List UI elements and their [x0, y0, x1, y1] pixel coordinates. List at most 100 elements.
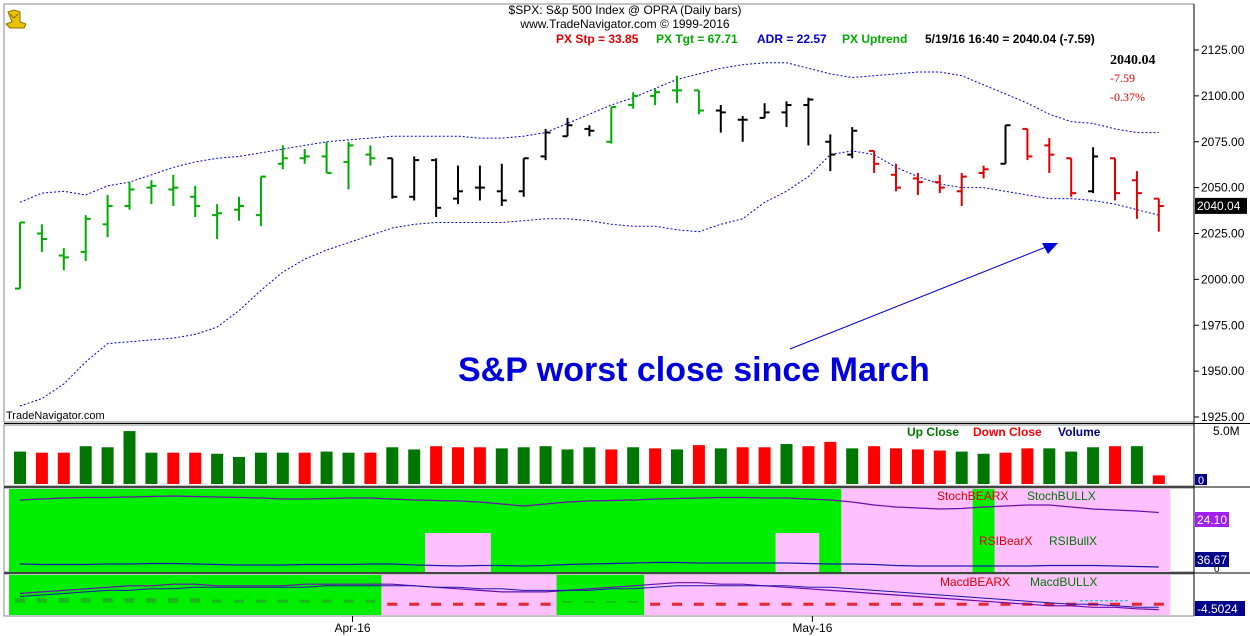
stoch-bg-cell: [512, 489, 536, 572]
macd-bg-cell: [994, 575, 1017, 615]
stoch-bg-cell: [797, 489, 820, 533]
macd-hist-bar: [1153, 602, 1164, 606]
stoch-bg-cell: [140, 489, 163, 572]
macd-hist-bar: [190, 598, 201, 603]
macd-hist-bar: [365, 599, 376, 603]
price-bars: [15, 75, 1164, 290]
macd-hist-bar: [102, 598, 113, 603]
macd-hist-bar: [650, 602, 661, 606]
stoch-legend-bear: StochBEARX: [937, 489, 1008, 503]
stoch-bg-cell: [447, 489, 470, 533]
macd-bg-cell: [425, 575, 448, 615]
macd-hist-bar: [277, 599, 288, 603]
stoch-bg-cell: [403, 489, 426, 533]
price-axis: 1925.00 1950.00 1975.00 2000.00 2025.00 2050.…: [1194, 43, 1245, 424]
ohlc-bar: [124, 182, 135, 210]
stoch-bg-cell: [381, 489, 404, 533]
volume-bar: [1021, 448, 1034, 484]
macd-bg-cell: [1060, 575, 1083, 615]
macd-bg-cell: [600, 575, 623, 615]
macd-bg-cell: [381, 575, 404, 615]
macd-hist-bar: [869, 602, 880, 606]
macd-signal-line: [19, 585, 1159, 608]
volume-legend-item: Up Close: [907, 425, 959, 439]
quote-last: 2040.04: [1110, 53, 1156, 68]
volume-bar: [977, 453, 990, 484]
rsi-value-box: [1195, 552, 1229, 567]
macd-bg-cell: [337, 575, 360, 615]
x-tick-label: Apr-16: [334, 621, 370, 635]
macd-hist-bar: [1044, 602, 1055, 606]
volume-bar: [1043, 448, 1056, 484]
stoch-bg-cell: [74, 489, 98, 572]
volume-bar: [233, 457, 245, 484]
volume-bar: [276, 452, 289, 484]
stoch-bg-cell: [381, 533, 404, 572]
ohlc-bar: [234, 196, 244, 221]
volume-bar: [211, 453, 224, 484]
volume-zero-box: [1195, 474, 1207, 485]
macd-bg-cell: [184, 575, 207, 615]
macd-axis: -4.5024: [1195, 601, 1245, 616]
stoch-bg-cell: [315, 489, 339, 572]
ohlc-bar: [146, 180, 157, 205]
macd-hist-bar: [759, 602, 770, 606]
volume-bar: [714, 448, 727, 484]
macd-hist-bar: [912, 602, 923, 606]
ohlc-bar: [803, 97, 814, 146]
stat-px-stop: PX Stp = 33.85: [556, 32, 639, 46]
volume-bar: [298, 452, 311, 484]
stoch-bg-cell: [600, 489, 623, 572]
ohlc-bar: [540, 128, 551, 161]
upper-band-line: [19, 62, 1159, 203]
stoch-bg-cell: [447, 533, 470, 572]
stat-trend: PX Uptrend: [842, 32, 907, 46]
ohlc-bar: [912, 172, 923, 195]
volume-bar: [14, 451, 26, 484]
macd-hist-bar: [978, 602, 989, 606]
volume-bar: [35, 452, 48, 484]
ohlc-bar: [1110, 157, 1120, 201]
macd-bg-cell: [490, 575, 514, 615]
volume-axis: 5.0M 0: [1195, 424, 1240, 487]
stoch-bg-cell: [775, 533, 798, 572]
stoch-rsi-legend: StochBEARX StochBULLX RSIBearX RSIBullX: [937, 489, 1097, 548]
macd-bg-cell: [578, 575, 601, 615]
volume-bar: [561, 449, 574, 484]
volume-bar: [605, 449, 618, 484]
stoch-line: [19, 495, 1159, 514]
stoch-bg-cell: [359, 489, 382, 572]
ohlc-bar: [891, 163, 901, 192]
stoch-bg-cell: [819, 489, 842, 533]
macd-bg-cell: [644, 575, 667, 615]
ohlc-bar: [934, 174, 945, 194]
macd-bg-cell: [1147, 575, 1171, 615]
price-bands: [19, 62, 1159, 407]
ohlc-bar: [255, 175, 266, 227]
macd-hist-bar: [891, 602, 901, 606]
macd-bg-cell: [96, 575, 120, 615]
ohlc-bar: [474, 165, 485, 201]
x-tick-label: May-16: [792, 621, 832, 635]
macd-bg-cell: [687, 575, 711, 615]
rsi-value: 36.67: [1197, 553, 1227, 567]
stoch-bg-cell: [184, 489, 207, 572]
volume-bar: [539, 446, 552, 484]
ohlc-bar: [168, 174, 179, 206]
ohlc-bar: [387, 157, 398, 199]
stoch-bg-cell: [885, 489, 908, 572]
ohlc-bar: [956, 172, 967, 206]
volume-bar: [890, 448, 902, 484]
macd-hist-bar: [628, 601, 639, 603]
macd-bg-cell: [797, 575, 820, 615]
volume-legend-item: Down Close: [973, 425, 1042, 439]
lower-band-line: [19, 150, 1159, 407]
macd-bg-cell: [140, 575, 163, 615]
volume-bar: [408, 449, 421, 484]
ohlc-bar: [825, 134, 836, 172]
stat-px-target: PX Tgt = 67.71: [656, 32, 738, 46]
stoch-bg-cell: [753, 489, 777, 572]
price-tick-label: 1925.00: [1201, 410, 1245, 424]
price-tick-label: 2075.00: [1201, 135, 1245, 149]
macd-bg-cell: [359, 575, 382, 615]
